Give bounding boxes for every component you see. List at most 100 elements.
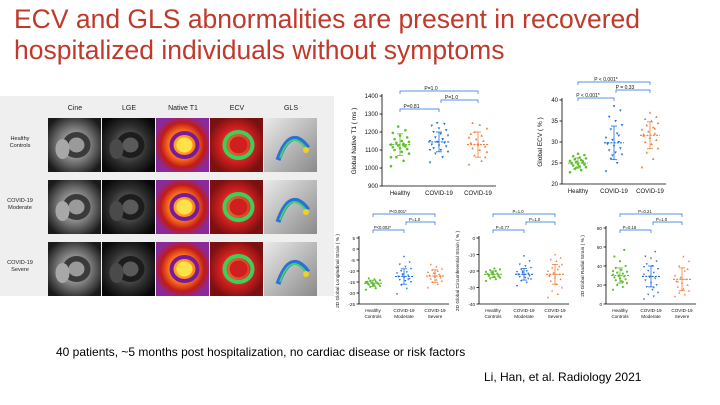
mri-tile-cine-row3 — [48, 242, 101, 296]
mri-col-header-ecv: ECV — [230, 105, 245, 112]
gcs-point — [552, 271, 555, 274]
ecv-point — [612, 105, 616, 108]
chart-grs: 0 20 40 60 80 2D Global Radial Strain ( % ) He… — [580, 209, 698, 328]
grs-point — [654, 277, 657, 280]
native-t1-series-1 — [428, 121, 450, 164]
gcs-x-tick-label: Healthy — [485, 308, 501, 313]
grs-bracket-line — [652, 221, 683, 225]
grs-p-value: P=0.21 — [638, 209, 652, 214]
ecv-x-tick-label: COVID-19 — [636, 189, 664, 195]
grs-point — [680, 282, 684, 284]
mri-tile-t1-row2 — [156, 180, 209, 234]
native-t1-point — [393, 137, 396, 141]
chart-ecv: 20 25 30 35 40 Global ECV ( % ) Healthy COVID-1… — [537, 77, 673, 196]
gls-point — [429, 277, 432, 280]
gls-ytick-label: -25 — [348, 302, 355, 307]
grs-ytick-label: 40 — [597, 264, 603, 269]
native-t1-point — [400, 150, 404, 154]
ecv-point — [615, 132, 619, 135]
gls-ytick-label: -15 — [348, 280, 355, 285]
gcs-point — [522, 255, 526, 258]
gcs-comparison-bracket: P=0.77 — [492, 225, 525, 233]
native-t1-point — [467, 163, 471, 166]
ecv-point — [579, 168, 583, 172]
native-t1-point — [473, 154, 476, 157]
grs-ytick-label: 20 — [597, 283, 603, 288]
native-t1-x-tick-label: Healthy — [390, 191, 410, 197]
gls-point — [433, 275, 437, 278]
ecv-bracket-line — [615, 89, 651, 93]
ecv-point — [607, 115, 611, 119]
grs-point — [620, 268, 623, 271]
mri-tile-gls-row2 — [264, 180, 317, 234]
gls-x-tick-label: COVID-19 — [424, 308, 446, 313]
gls-point — [398, 278, 401, 281]
native-t1-p-value: P=1.0 — [445, 95, 458, 101]
gls-point — [366, 280, 369, 283]
native-t1-point — [432, 130, 435, 134]
gls-point — [435, 265, 438, 268]
ecv-ytick-label: 40 — [551, 98, 558, 104]
native-t1-point — [444, 145, 448, 148]
grs-ytick-label: 0 — [599, 302, 602, 307]
gcs-point — [556, 268, 559, 271]
gls-point — [436, 283, 439, 286]
gls-point — [436, 269, 439, 272]
native-t1-point — [405, 147, 409, 151]
mri-grid-svg: Cine LGE Native T1 ECV GLS Healthy Contr… — [7, 105, 317, 296]
gls-point — [431, 268, 434, 271]
ecv-point — [568, 170, 572, 174]
gcs-point — [489, 277, 492, 280]
ecv-comparison-bracket: P < 0.001* — [577, 77, 651, 85]
native-t1-point — [407, 140, 411, 144]
native-t1-comparison-bracket: P=0.81 — [399, 104, 440, 112]
gls-comparison-bracket: P<0.002* — [372, 225, 405, 233]
gls-x-tick-label: Controls — [364, 314, 382, 319]
ecv-ytick-label: 20 — [551, 182, 558, 188]
grs-point — [618, 277, 622, 280]
mri-tile-cine-row2 — [48, 180, 101, 234]
gcs-point — [493, 267, 496, 270]
grs-x-tick-label: Moderate — [641, 314, 661, 319]
ecv-point — [620, 124, 624, 127]
grs-point — [687, 289, 691, 292]
ecv-point — [650, 142, 653, 146]
grs-point — [655, 284, 658, 287]
ecv-point — [619, 109, 622, 112]
ecv-point — [656, 121, 660, 125]
mri-tile-ecv-row3 — [210, 242, 263, 296]
grs-point — [656, 267, 660, 270]
ecv-point — [653, 132, 657, 135]
gcs-point — [494, 278, 497, 281]
gls-series-2 — [426, 263, 444, 289]
ecv-point — [648, 111, 652, 114]
grs-point — [614, 266, 617, 269]
mri-tile-lge-row1 — [102, 118, 155, 172]
gcs-ytick-label: -10 — [468, 253, 475, 258]
gls-point — [367, 283, 370, 286]
ecv-point — [614, 119, 617, 123]
gcs-comparison-bracket: P=1.0 — [525, 217, 556, 225]
ecv-point — [648, 136, 652, 139]
mri-row-label-severe-line1: COVID-19 — [7, 260, 33, 266]
gcs-point — [524, 276, 527, 279]
gcs-point — [522, 274, 526, 277]
gcs-point — [560, 286, 564, 289]
gls-point — [438, 273, 441, 276]
grs-point — [611, 288, 615, 291]
grs-point — [652, 271, 655, 274]
gcs-x-tick-label: COVID-19 — [544, 308, 566, 313]
gls-point — [431, 280, 434, 283]
gls-point — [407, 278, 410, 281]
native-t1-x-tick-label: COVID-19 — [464, 191, 492, 197]
gcs-x-tick-label: COVID-19 — [513, 308, 535, 313]
ecv-y-axis-label: Global ECV ( % ) — [537, 117, 544, 167]
native-t1-point — [469, 132, 473, 135]
gcs-x-tick-label: Severe — [548, 314, 563, 319]
gls-point — [402, 276, 406, 279]
ecv-point — [640, 165, 644, 169]
chart-gcs-svg: 0 -10 -20 -30 -40 2D Global Circumferential S… — [455, 209, 569, 319]
gls-series-1 — [395, 255, 413, 296]
gcs-point — [529, 266, 533, 269]
mri-row-label-moderate-line2: Moderate — [8, 205, 32, 211]
